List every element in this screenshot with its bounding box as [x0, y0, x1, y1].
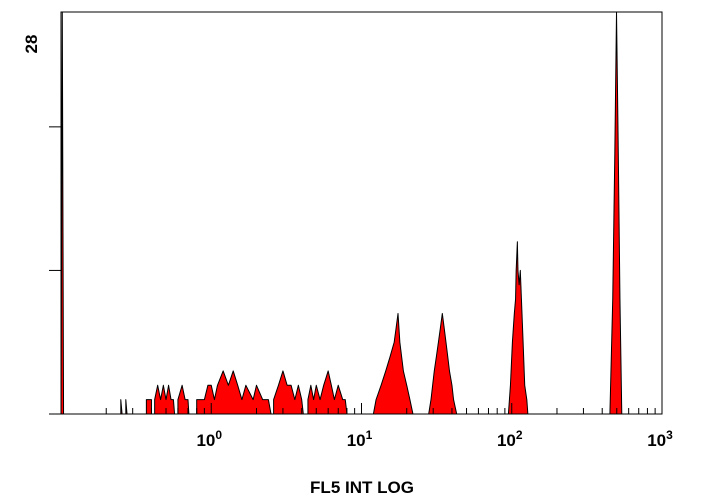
y-max-label: 28	[22, 35, 41, 54]
x-axis-ticks: 100 101 102 103	[105, 403, 673, 450]
plot-frame	[60, 11, 663, 415]
y-axis-ticks	[49, 126, 61, 415]
x-tick-label: 100	[196, 428, 222, 450]
x-tick-label: 102	[497, 428, 523, 450]
x-tick-label: 101	[347, 428, 373, 450]
x-axis-title: FL5 INT LOG	[310, 478, 414, 497]
x-tick-label: 103	[647, 428, 673, 450]
histogram-area	[60, 11, 663, 415]
histogram-marks	[60, 11, 663, 415]
